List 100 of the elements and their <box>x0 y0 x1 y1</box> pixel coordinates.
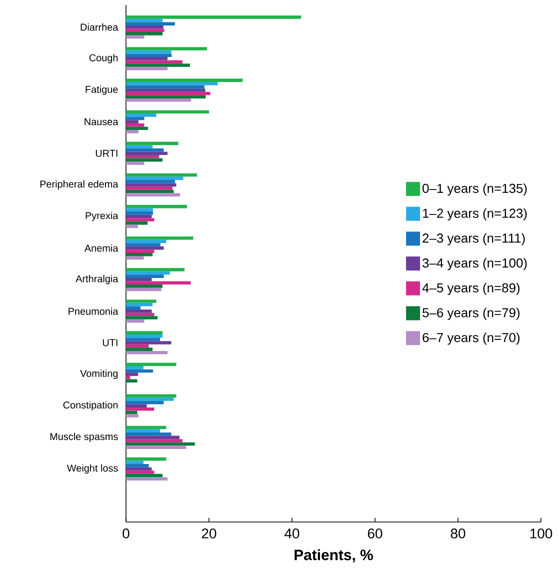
bar <box>126 477 168 481</box>
bar <box>126 180 175 184</box>
x-tick-label: 100 <box>530 528 552 538</box>
y-tick-label: Fatigue <box>86 86 118 95</box>
bar <box>126 350 168 354</box>
legend-label: 5–6 years (n=79) <box>422 308 520 320</box>
bar <box>126 25 164 29</box>
y-tick-label: Cough <box>89 54 118 64</box>
bar <box>126 408 154 411</box>
legend-label: 4–5 years (n=89) <box>422 282 520 295</box>
bar <box>126 271 170 275</box>
bar <box>126 152 168 155</box>
bar <box>126 22 175 26</box>
bar <box>126 404 147 408</box>
bar <box>126 362 176 366</box>
y-tick-label: Diarrhea <box>80 23 118 31</box>
bar <box>126 212 153 215</box>
bar <box>126 250 154 253</box>
bar <box>126 464 149 468</box>
bar <box>126 214 152 218</box>
y-tick-label: Peripheral edema <box>40 180 118 190</box>
bar <box>126 82 218 86</box>
bar <box>126 130 138 134</box>
bar <box>126 47 207 50</box>
bar <box>126 457 166 461</box>
bar <box>126 173 197 177</box>
bar <box>126 95 206 98</box>
bar <box>126 85 204 89</box>
legend-label: 3–4 years (n=100) <box>422 258 527 270</box>
bar <box>126 145 153 148</box>
bar <box>126 204 188 208</box>
bar <box>126 28 164 32</box>
bar <box>126 446 186 449</box>
bar <box>126 338 160 342</box>
bar <box>126 123 144 127</box>
bar <box>126 236 194 240</box>
bar <box>126 274 164 278</box>
bar <box>126 372 138 376</box>
bar <box>126 176 184 180</box>
bar <box>126 400 164 404</box>
bar <box>126 316 158 320</box>
bar <box>126 331 163 334</box>
bar <box>126 439 182 442</box>
bar <box>126 243 160 246</box>
bar <box>126 193 180 196</box>
x-tick-label: 40 <box>284 528 300 538</box>
bar <box>126 379 138 383</box>
bar <box>126 432 172 436</box>
y-tick-label: Constipation <box>63 401 118 410</box>
bar <box>126 183 176 187</box>
bar <box>126 114 156 117</box>
y-tick-label: Weight loss <box>66 464 118 474</box>
bar <box>126 18 163 22</box>
bar <box>126 312 154 316</box>
bar <box>126 344 149 348</box>
bar <box>126 268 185 272</box>
bar <box>126 369 153 373</box>
x-axis-title: Patients, % <box>294 549 373 562</box>
bar <box>126 32 163 36</box>
bar <box>126 442 195 446</box>
x-tick-label: 0 <box>122 528 130 538</box>
x-tick-label: 80 <box>450 528 466 538</box>
bar <box>126 88 206 92</box>
y-tick-label: URTI <box>96 150 118 157</box>
bar <box>126 306 141 310</box>
bar <box>126 300 156 303</box>
bar <box>126 302 153 306</box>
bar <box>126 64 190 67</box>
bar <box>126 66 168 70</box>
bar <box>126 319 144 323</box>
bar <box>126 240 166 244</box>
bar <box>126 426 166 430</box>
bar <box>126 224 138 228</box>
bar <box>126 310 152 313</box>
bar <box>126 110 209 114</box>
x-tick-label: 60 <box>368 528 382 538</box>
bar <box>126 50 172 54</box>
bar <box>126 414 138 418</box>
bar <box>126 98 192 102</box>
y-tick-label: UTI <box>102 339 118 346</box>
y-tick-label: Muscle spasms <box>50 432 118 442</box>
bar <box>126 126 148 130</box>
y-tick-label: Pneumonia <box>68 308 118 315</box>
bar <box>126 460 144 464</box>
y-tick-label: Vomiting <box>80 370 118 379</box>
bar <box>126 208 153 212</box>
bar <box>126 288 162 292</box>
bar <box>126 474 163 478</box>
legend-label: 2–3 years (n=111) <box>422 233 525 246</box>
bar <box>126 366 144 370</box>
bar <box>126 341 172 344</box>
bar <box>126 57 168 60</box>
x-tick-label: 20 <box>202 528 216 538</box>
y-tick-label: Arthralgia <box>76 274 118 284</box>
legend-label: 1–2 years (n=123) <box>423 208 527 220</box>
bar <box>126 92 210 96</box>
bar <box>126 348 153 351</box>
bar <box>126 436 180 440</box>
bar <box>126 256 144 260</box>
bar <box>126 78 243 82</box>
